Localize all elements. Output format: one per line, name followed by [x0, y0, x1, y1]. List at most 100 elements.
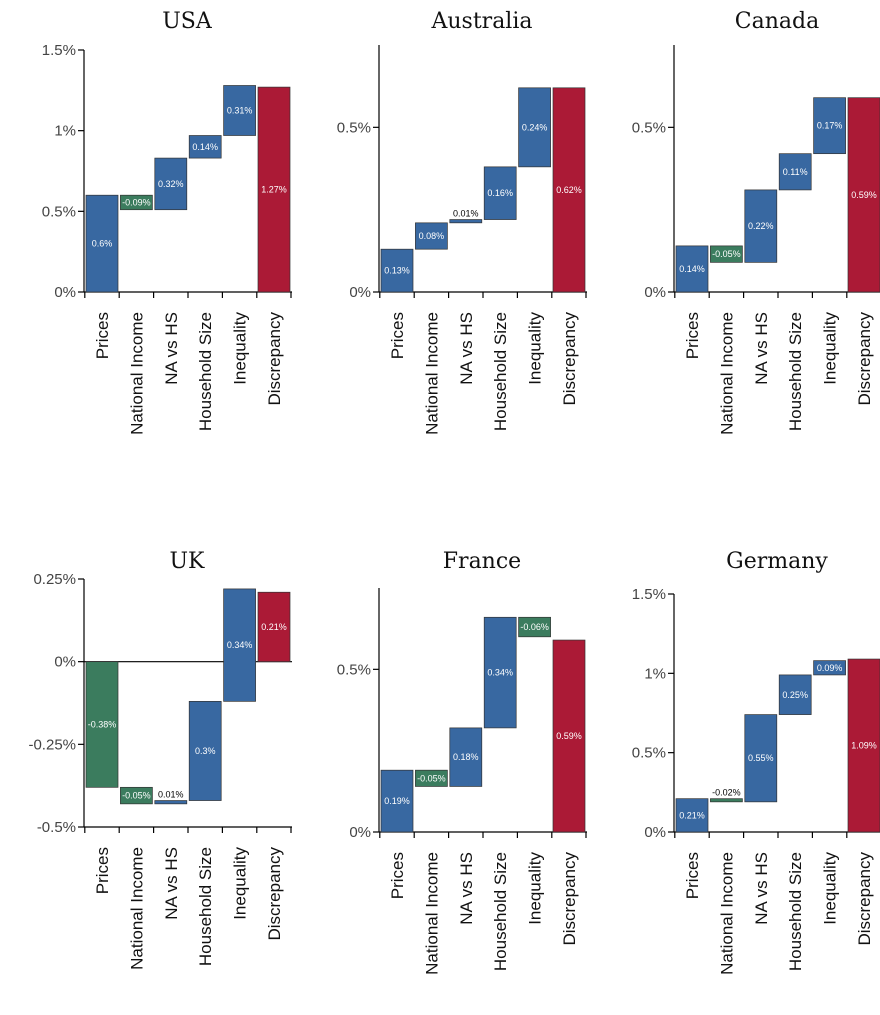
panel-title: France: [443, 549, 521, 574]
bar-inequality: [223, 588, 256, 702]
bar-discrepancy: [257, 86, 291, 293]
bar-household-size: [483, 616, 517, 729]
bar-value-label: 0.31%: [227, 106, 253, 116]
panel-title: Canada: [735, 9, 819, 34]
bar-inequality: [223, 85, 256, 136]
category-label-national-income: National Income: [717, 852, 736, 975]
y-tick-label: -0.25%: [28, 736, 76, 753]
bar-discrepancy: [257, 591, 291, 663]
category-label-national-income: National Income: [422, 312, 441, 435]
bar-discrepancy: [552, 87, 586, 293]
y-tick-label: 0%: [349, 824, 371, 841]
bar-value-label: 0.55%: [748, 753, 774, 763]
category-label-prices: Prices: [388, 852, 407, 899]
category-label-household-size: Household Size: [786, 852, 805, 971]
y-tick-label: 0%: [644, 284, 666, 301]
bar-prices: [85, 194, 119, 293]
category-label-national-income: National Income: [717, 312, 736, 435]
bar-household-size: [188, 135, 222, 159]
bar-value-label: 0.6%: [92, 239, 113, 249]
y-tick-label: 1%: [54, 123, 76, 140]
y-tick-label: 0%: [349, 284, 371, 301]
bar-value-label: 0.16%: [487, 188, 513, 198]
category-label-na-vs-hs: NA vs HS: [457, 852, 476, 925]
bar-na-vs-hs: [744, 189, 778, 263]
bar-na-vs-hs: [449, 219, 483, 224]
category-label-discrepancy: Discrepancy: [560, 852, 579, 946]
bar-value-label: 0.08%: [419, 231, 445, 241]
bar-value-label: 0.13%: [384, 266, 410, 276]
bar-household-size: [778, 674, 812, 715]
bar-value-label: 1.09%: [851, 741, 877, 751]
category-label-inequality: Inequality: [231, 312, 250, 385]
bar-prices: [380, 248, 414, 293]
bar-value-label: -0.38%: [88, 719, 117, 729]
bar-value-label: 0.24%: [522, 122, 548, 132]
bar-national-income: [120, 786, 153, 805]
category-label-inequality: Inequality: [526, 852, 545, 925]
chart-panel-uk: UK -0.5% -0.25% 0% 0.25% -0.38% -0.05% 0.01% 0.3…: [28, 549, 292, 970]
bar-na-vs-hs: [154, 157, 188, 211]
category-label-discrepancy: Discrepancy: [560, 312, 579, 406]
category-label-na-vs-hs: NA vs HS: [457, 312, 476, 385]
bar-value-label: -0.09%: [122, 197, 151, 207]
bar-value-label: 0.14%: [192, 142, 218, 152]
chart-panel-usa: USA 0% 0.5% 1% 1.5% 0.6% -0.09% 0.32% 0.14% 0.31%…: [42, 9, 292, 435]
panel-title: UK: [170, 549, 206, 574]
bar-value-label: 0.3%: [195, 746, 216, 756]
bar-discrepancy: [847, 97, 880, 293]
category-label-national-income: National Income: [127, 847, 146, 970]
category-label-national-income: National Income: [422, 852, 441, 975]
category-label-prices: Prices: [93, 847, 112, 894]
bar-na-vs-hs: [449, 727, 483, 787]
bar-value-label: 0.17%: [817, 121, 843, 131]
y-tick-label: 0.5%: [337, 119, 371, 136]
category-label-prices: Prices: [388, 312, 407, 359]
y-tick-label: -0.5%: [37, 819, 76, 836]
bar-value-label: 0.21%: [261, 622, 287, 632]
bar-national-income: [415, 222, 448, 250]
y-tick-label: 1.5%: [632, 586, 666, 603]
category-label-household-size: Household Size: [491, 312, 510, 431]
bar-value-label: 0.01%: [158, 790, 184, 800]
bar-discrepancy: [847, 658, 880, 833]
category-label-national-income: National Income: [127, 312, 146, 435]
bar-national-income: [415, 769, 448, 787]
y-tick-label: 0%: [54, 284, 76, 301]
category-label-prices: Prices: [683, 312, 702, 359]
bar-inequality: [813, 97, 846, 155]
y-tick-label: 1.5%: [42, 42, 76, 59]
category-label-inequality: Inequality: [821, 852, 840, 925]
bar-value-label: 1.27%: [261, 185, 287, 195]
bar-value-label: -0.05%: [417, 773, 446, 783]
category-label-discrepancy: Discrepancy: [265, 312, 284, 406]
category-label-household-size: Household Size: [196, 312, 215, 431]
bar-household-size: [188, 700, 222, 801]
category-label-discrepancy: Discrepancy: [855, 852, 874, 946]
bar-na-vs-hs: [154, 800, 188, 805]
category-label-prices: Prices: [93, 312, 112, 359]
bar-na-vs-hs: [744, 714, 778, 803]
panel-title: Germany: [726, 549, 828, 574]
bar-prices: [675, 245, 709, 293]
bar-value-label: 0.59%: [851, 190, 877, 200]
y-tick-label: 0%: [54, 654, 76, 671]
bar-value-label: 0.32%: [158, 179, 184, 189]
bar-value-label: 0.11%: [783, 167, 808, 177]
bar-national-income: [120, 194, 153, 211]
y-tick-label: 0.5%: [337, 661, 371, 678]
bar-value-label: -0.06%: [520, 622, 549, 632]
bar-value-label: 0.21%: [679, 810, 705, 820]
bar-inequality: [813, 660, 846, 676]
bar-household-size: [483, 166, 517, 220]
bar-value-label: 0.19%: [384, 796, 410, 806]
bar-prices: [85, 661, 119, 788]
bar-value-label: 0.34%: [487, 668, 513, 678]
chart-panel-australia: Australia 0% 0.5% 0.13% 0.08% 0.01% 0.16% 0.24%…: [337, 9, 587, 435]
category-label-na-vs-hs: NA vs HS: [752, 852, 771, 925]
category-label-na-vs-hs: NA vs HS: [162, 312, 181, 385]
bar-prices: [675, 798, 709, 833]
category-label-inequality: Inequality: [231, 847, 250, 920]
bar-value-label: 0.25%: [782, 690, 808, 700]
category-label-household-size: Household Size: [786, 312, 805, 431]
